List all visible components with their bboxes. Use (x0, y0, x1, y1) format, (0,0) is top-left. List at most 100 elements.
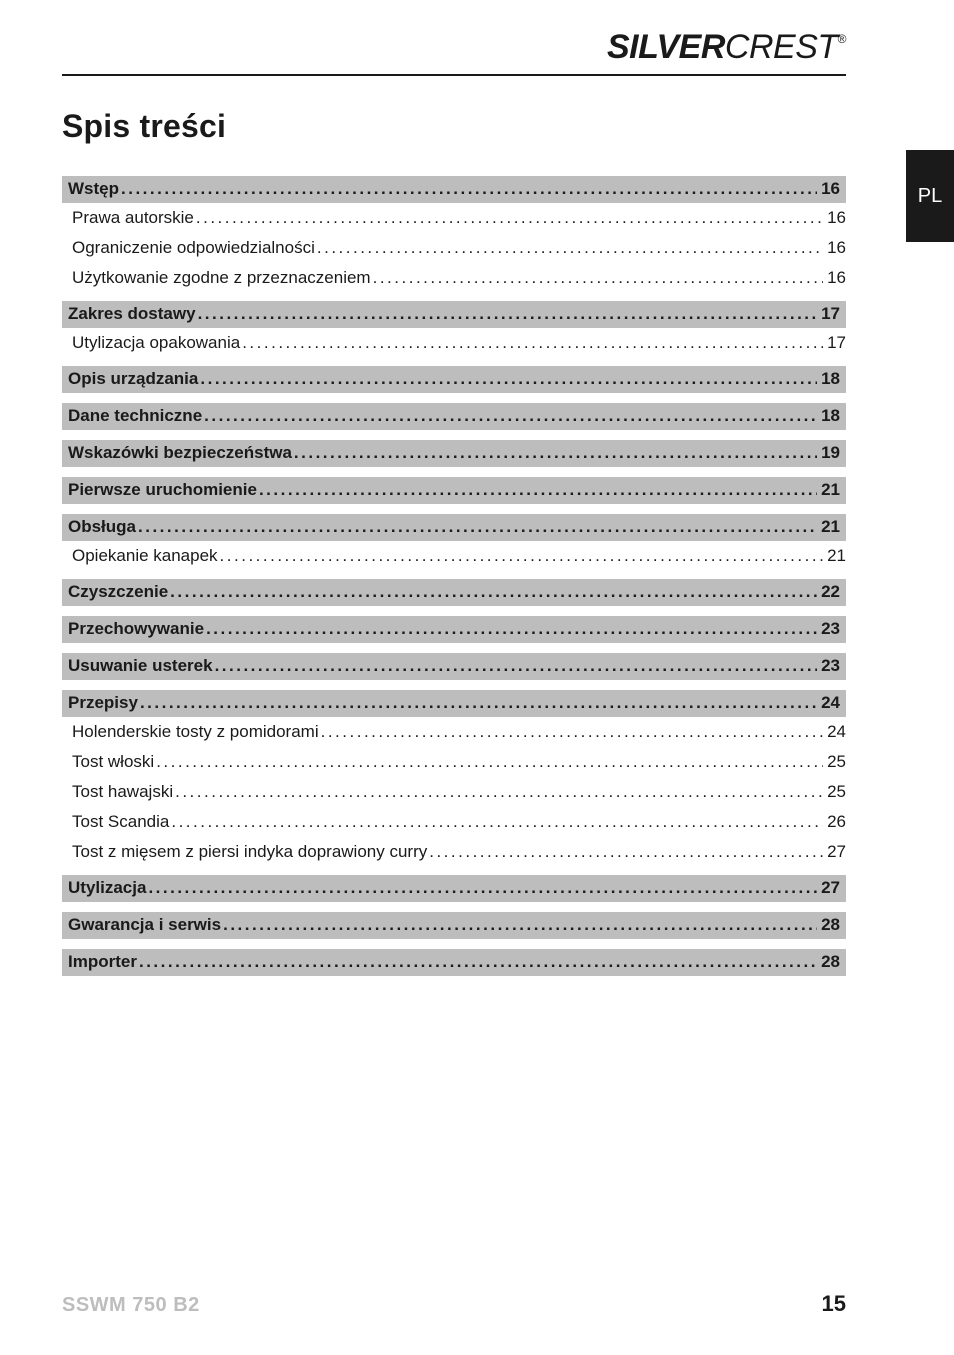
toc-entry-label: Holenderskie tosty z pomidorami (72, 723, 319, 740)
toc-entry-page: 18 (819, 407, 840, 424)
toc-sub-row: Utylizacja opakowania...................… (62, 334, 846, 356)
toc-leader-dots: ........................................… (170, 583, 817, 600)
toc-entry-label: Użytkowanie zgodne z przeznaczeniem (72, 269, 371, 286)
toc-entry-label: Gwarancja i serwis (68, 916, 221, 933)
table-of-contents: Wstęp...................................… (62, 176, 846, 982)
toc-entry-page: 17 (825, 334, 846, 351)
toc-entry-page: 21 (819, 481, 840, 498)
toc-leader-dots: ........................................… (175, 783, 823, 800)
toc-section-row: Gwarancja i serwis......................… (62, 912, 846, 939)
toc-leader-dots: ........................................… (220, 547, 824, 564)
toc-leader-dots: ........................................… (140, 694, 817, 711)
toc-section-row: Zakres dostawy..........................… (62, 301, 846, 328)
footer-model: SSWM 750 B2 (62, 1294, 200, 1317)
toc-entry-page: 25 (825, 753, 846, 770)
toc-entry-page: 19 (819, 444, 840, 461)
toc-entry-page: 22 (819, 583, 840, 600)
toc-entry-page: 26 (825, 813, 846, 830)
toc-entry-page: 18 (819, 370, 840, 387)
toc-section-row: Wstęp...................................… (62, 176, 846, 203)
toc-leader-dots: ........................................… (198, 305, 818, 322)
toc-leader-dots: ........................................… (204, 407, 817, 424)
toc-section-row: Czyszczenie.............................… (62, 579, 846, 606)
toc-sub-row: Użytkowanie zgodne z przeznaczeniem.....… (62, 269, 846, 291)
toc-entry-page: 23 (819, 657, 840, 674)
toc-section-row: Utylizacja..............................… (62, 875, 846, 902)
toc-leader-dots: ........................................… (206, 620, 817, 637)
toc-entry-page: 27 (825, 843, 846, 860)
toc-sub-row: Tost Scandia............................… (62, 813, 846, 835)
toc-entry-page: 28 (819, 916, 840, 933)
brand-bold: SILVER (607, 28, 725, 66)
toc-section-row: Obsługa.................................… (62, 514, 846, 541)
toc-entry-page: 16 (819, 180, 840, 197)
toc-entry-label: Wskazówki bezpieczeństwa (68, 444, 292, 461)
toc-section-row: Importer................................… (62, 949, 846, 976)
toc-entry-label: Pierwsze uruchomienie (68, 481, 257, 498)
toc-entry-label: Opis urządzania (68, 370, 198, 387)
toc-entry-label: Obsługa (68, 518, 136, 535)
toc-entry-page: 21 (819, 518, 840, 535)
toc-entry-page: 21 (825, 547, 846, 564)
toc-entry-label: Przechowywanie (68, 620, 204, 637)
toc-section-row: Przepisy................................… (62, 690, 846, 717)
toc-entry-label: Importer (68, 953, 137, 970)
toc-leader-dots: ........................................… (148, 879, 817, 896)
toc-entry-page: 16 (825, 209, 846, 226)
toc-entry-label: Tost hawajski (72, 783, 173, 800)
toc-entry-label: Usuwanie usterek (68, 657, 213, 674)
toc-entry-page: 23 (819, 620, 840, 637)
toc-entry-page: 27 (819, 879, 840, 896)
toc-entry-page: 16 (825, 239, 846, 256)
toc-entry-label: Tost z mięsem z piersi indyka doprawiony… (72, 843, 427, 860)
toc-entry-page: 24 (819, 694, 840, 711)
toc-leader-dots: ........................................… (200, 370, 817, 387)
toc-leader-dots: ........................................… (294, 444, 817, 461)
toc-section-row: Dane techniczne.........................… (62, 403, 846, 430)
toc-section-row: Usuwanie usterek........................… (62, 653, 846, 680)
toc-leader-dots: ........................................… (242, 334, 823, 351)
brand-logo: SILVERCREST® (607, 28, 846, 67)
language-tab: PL (906, 150, 954, 242)
toc-sub-row: Holenderskie tosty z pomidorami.........… (62, 723, 846, 745)
toc-leader-dots: ........................................… (139, 953, 817, 970)
toc-sub-row: Opiekanie kanapek.......................… (62, 547, 846, 569)
toc-entry-label: Utylizacja (68, 879, 146, 896)
page-content-area: SILVERCREST® Spis treści PL Wstęp.......… (62, 0, 846, 1355)
toc-sub-row: Tost hawajski...........................… (62, 783, 846, 805)
toc-entry-page: 28 (819, 953, 840, 970)
toc-entry-label: Czyszczenie (68, 583, 168, 600)
toc-entry-label: Prawa autorskie (72, 209, 194, 226)
toc-entry-label: Opiekanie kanapek (72, 547, 218, 564)
toc-leader-dots: ........................................… (259, 481, 817, 498)
toc-entry-label: Przepisy (68, 694, 138, 711)
brand-underline (62, 74, 846, 76)
brand-thin: CREST (725, 28, 838, 66)
toc-leader-dots: ........................................… (196, 209, 823, 226)
toc-leader-dots: ........................................… (156, 753, 823, 770)
toc-leader-dots: ........................................… (171, 813, 823, 830)
toc-entry-page: 17 (819, 305, 840, 322)
toc-entry-label: Tost włoski (72, 753, 154, 770)
toc-entry-label: Zakres dostawy (68, 305, 196, 322)
toc-entry-page: 16 (825, 269, 846, 286)
toc-entry-label: Ograniczenie odpowiedzialności (72, 239, 315, 256)
toc-section-row: Opis urządzania.........................… (62, 366, 846, 393)
toc-leader-dots: ........................................… (317, 239, 823, 256)
toc-section-row: Pierwsze uruchomienie...................… (62, 477, 846, 504)
language-tab-label: PL (918, 185, 942, 208)
toc-sub-row: Tost z mięsem z piersi indyka doprawiony… (62, 843, 846, 865)
toc-title: Spis treści (62, 108, 226, 145)
toc-sub-row: Prawa autorskie.........................… (62, 209, 846, 231)
toc-leader-dots: ........................................… (121, 180, 817, 197)
brand-registered: ® (838, 32, 846, 46)
toc-sub-row: Ograniczenie odpowiedzialności..........… (62, 239, 846, 261)
toc-entry-label: Utylizacja opakowania (72, 334, 240, 351)
toc-section-row: Wskazówki bezpieczeństwa................… (62, 440, 846, 467)
toc-entry-label: Tost Scandia (72, 813, 169, 830)
toc-leader-dots: ........................................… (138, 518, 817, 535)
toc-entry-page: 25 (825, 783, 846, 800)
toc-entry-label: Dane techniczne (68, 407, 202, 424)
toc-leader-dots: ........................................… (223, 916, 817, 933)
toc-leader-dots: ........................................… (429, 843, 823, 860)
